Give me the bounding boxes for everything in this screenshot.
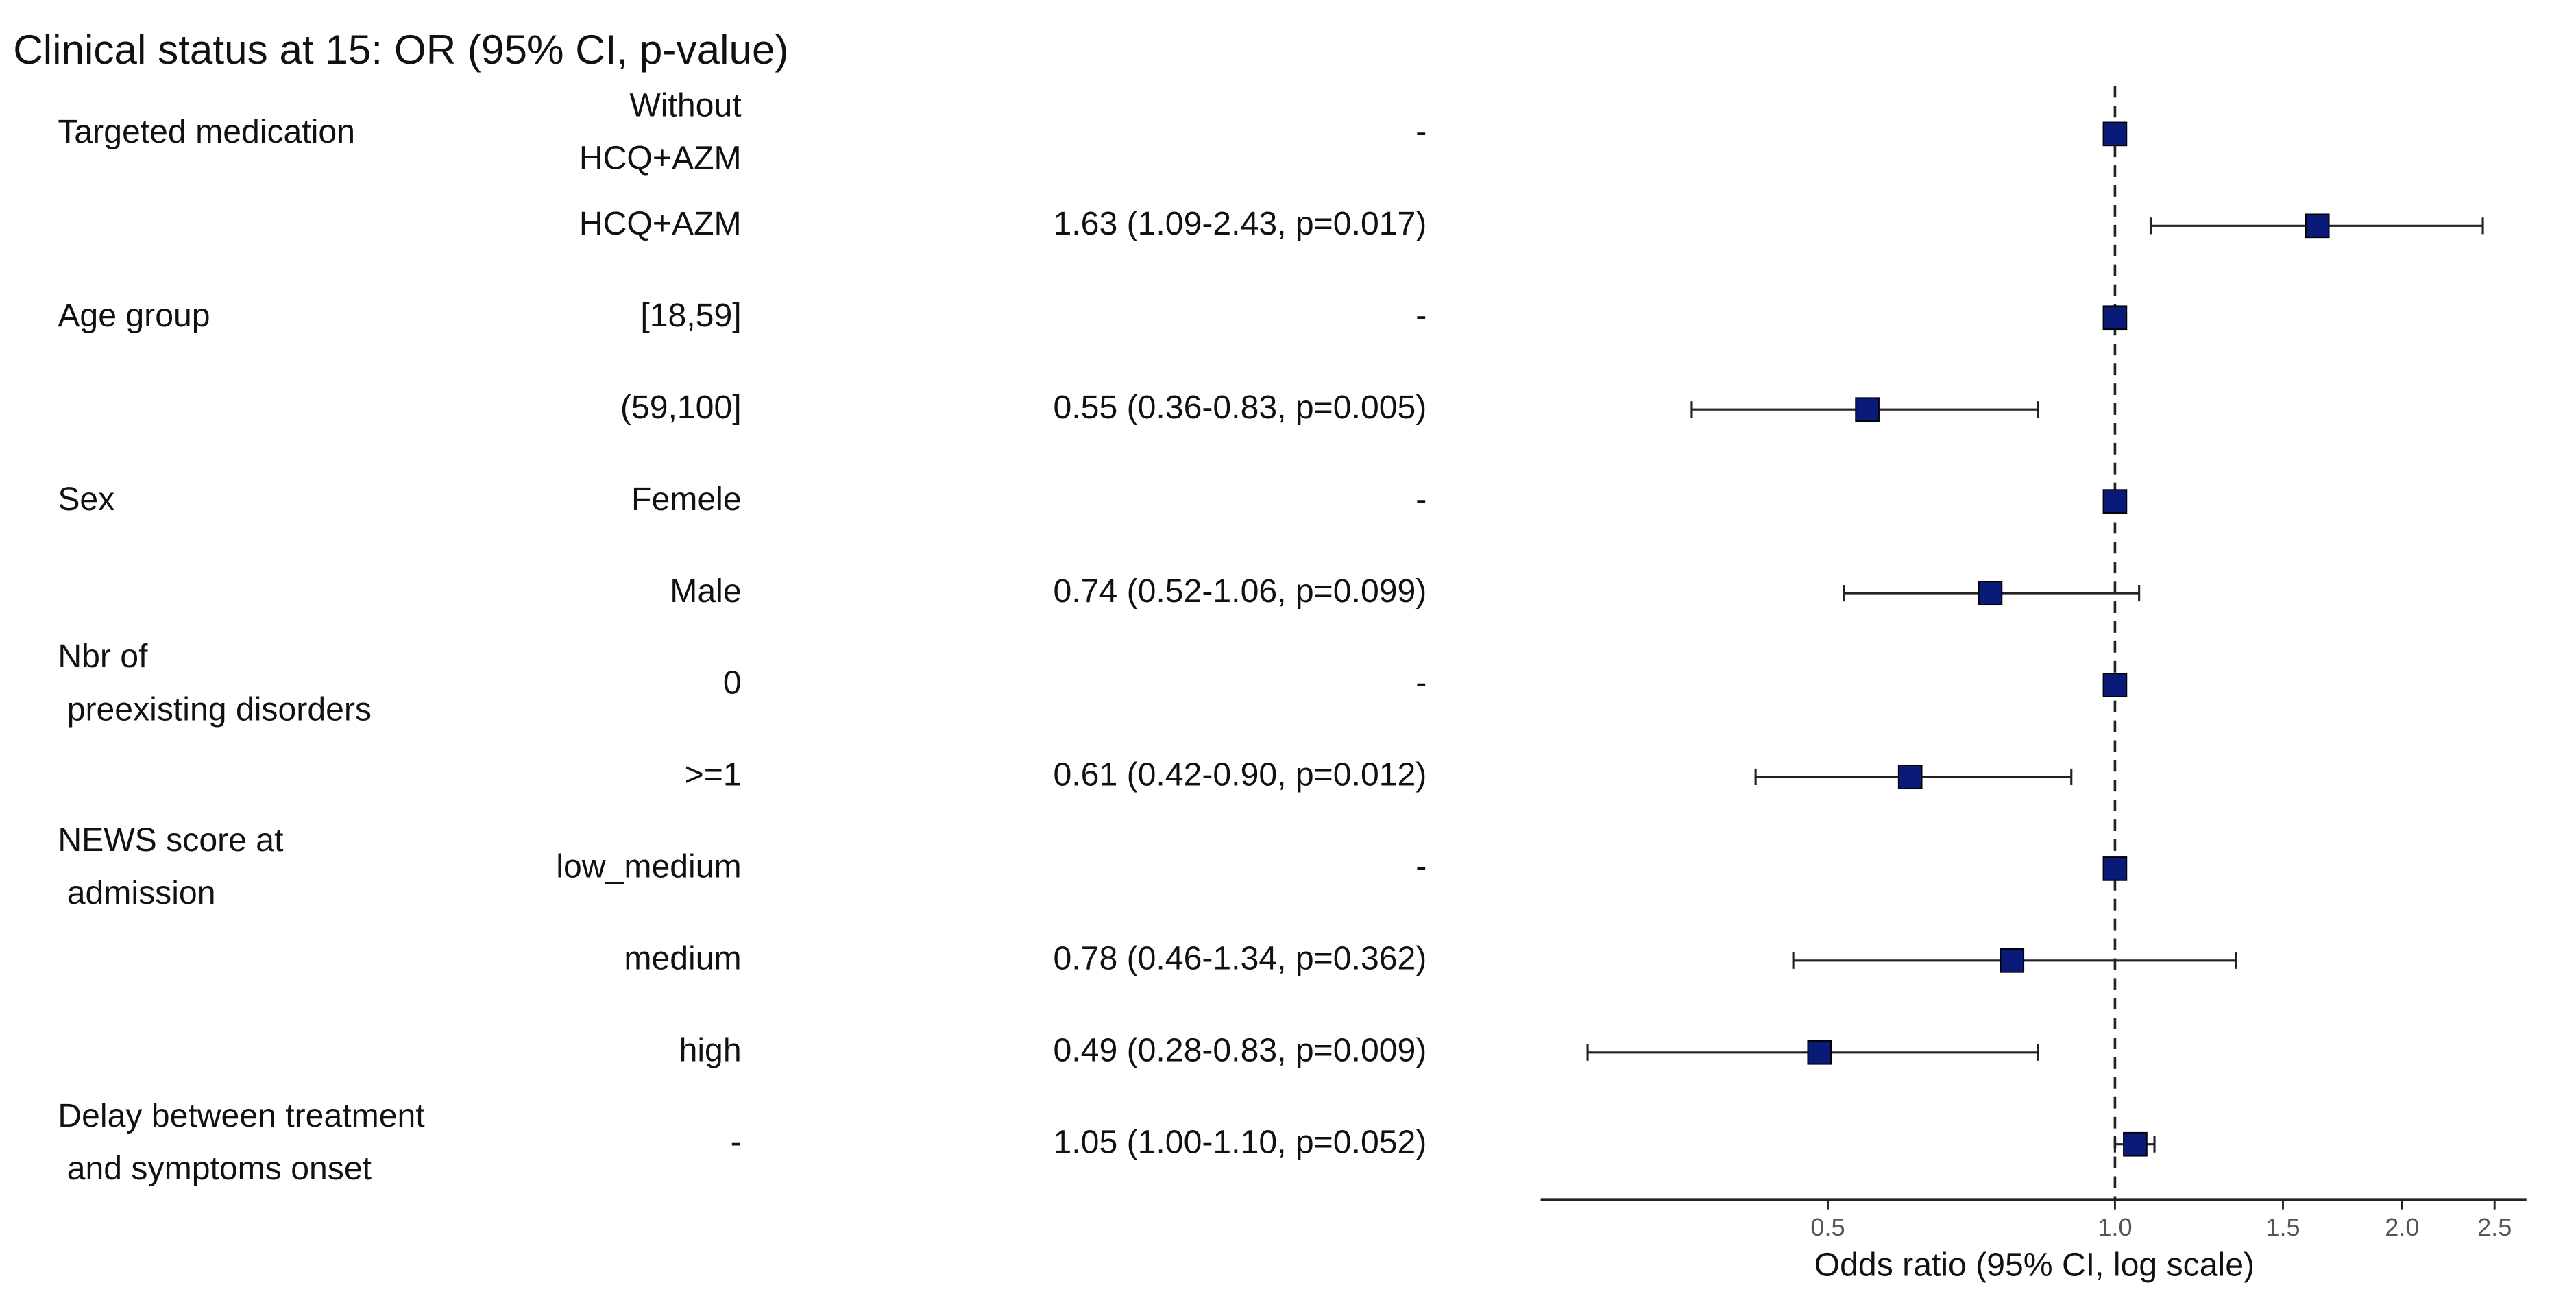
estimate-marker xyxy=(2102,305,2128,331)
variable-label: Nbr of xyxy=(58,638,148,675)
estimate-marker xyxy=(2102,121,2128,147)
x-tick-label: 0.5 xyxy=(1810,1213,1845,1241)
chart-title: Clinical status at 15: OR (95% CI, p-val… xyxy=(13,26,788,73)
level-label: low_medium xyxy=(556,848,741,885)
variable-label: NEWS score at xyxy=(58,822,284,859)
estimate-marker xyxy=(2102,673,2128,697)
variable-label: Delay between treatment xyxy=(58,1097,425,1134)
estimate-marker xyxy=(2102,856,2128,881)
estimate-label: - xyxy=(1415,113,1426,150)
estimate-label: 0.49 (0.28-0.83, p=0.009) xyxy=(1054,1031,1427,1068)
estimate-label: - xyxy=(1415,848,1426,885)
level-label: HCQ+AZM xyxy=(579,140,742,177)
variable-label: Targeted medication xyxy=(58,113,355,150)
estimate-marker xyxy=(1978,581,2003,605)
estimate-marker xyxy=(2305,213,2330,239)
estimate-label: 1.05 (1.00-1.10, p=0.052) xyxy=(1054,1123,1427,1160)
level-label: (59,100] xyxy=(620,389,742,426)
estimate-marker xyxy=(1807,1040,1832,1065)
level-label: [18,59] xyxy=(640,297,741,334)
variable-label: preexisting disorders xyxy=(58,691,372,728)
level-label: Male xyxy=(670,573,741,610)
x-tick-label: 1.0 xyxy=(2098,1213,2132,1241)
estimate-marker xyxy=(1855,397,1880,422)
variable-label: Age group xyxy=(58,297,210,334)
estimate-marker xyxy=(2102,489,2128,514)
level-label: >=1 xyxy=(685,756,742,793)
estimate-label: 0.55 (0.36-0.83, p=0.005) xyxy=(1054,389,1427,426)
estimate-label: - xyxy=(1415,481,1426,518)
level-label: - xyxy=(731,1123,742,1160)
x-axis-label: Odds ratio (95% CI, log scale) xyxy=(1814,1247,2255,1284)
variable-label: admission xyxy=(58,874,215,911)
estimate-label: 1.63 (1.09-2.43, p=0.017) xyxy=(1054,205,1427,242)
level-label: medium xyxy=(624,940,741,977)
level-label: HCQ+AZM xyxy=(579,205,742,242)
estimate-label: 0.61 (0.42-0.90, p=0.012) xyxy=(1054,756,1427,793)
estimate-label: - xyxy=(1415,297,1426,334)
level-label: Without xyxy=(629,87,742,124)
level-label: Femele xyxy=(631,481,742,518)
variable-label: Sex xyxy=(58,481,114,518)
estimate-marker xyxy=(2123,1131,2148,1157)
estimate-marker xyxy=(1897,765,1923,789)
x-tick-label: 1.5 xyxy=(2265,1213,2300,1241)
level-label: 0 xyxy=(723,664,742,702)
estimate-label: 0.78 (0.46-1.34, p=0.362) xyxy=(1054,940,1427,977)
estimate-label: 0.74 (0.52-1.06, p=0.099) xyxy=(1054,573,1427,610)
variable-label: and symptoms onset xyxy=(58,1150,372,1187)
level-label: high xyxy=(679,1031,742,1068)
x-tick-label: 2.5 xyxy=(2477,1213,2512,1241)
x-tick-label: 2.0 xyxy=(2385,1213,2419,1241)
estimate-label: - xyxy=(1415,664,1426,702)
estimate-marker xyxy=(2000,948,2025,973)
